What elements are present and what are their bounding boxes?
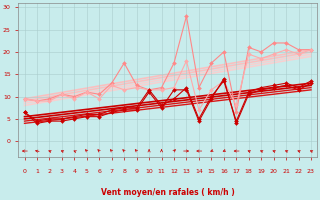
X-axis label: Vent moyen/en rafales ( km/h ): Vent moyen/en rafales ( km/h ): [101, 188, 235, 197]
